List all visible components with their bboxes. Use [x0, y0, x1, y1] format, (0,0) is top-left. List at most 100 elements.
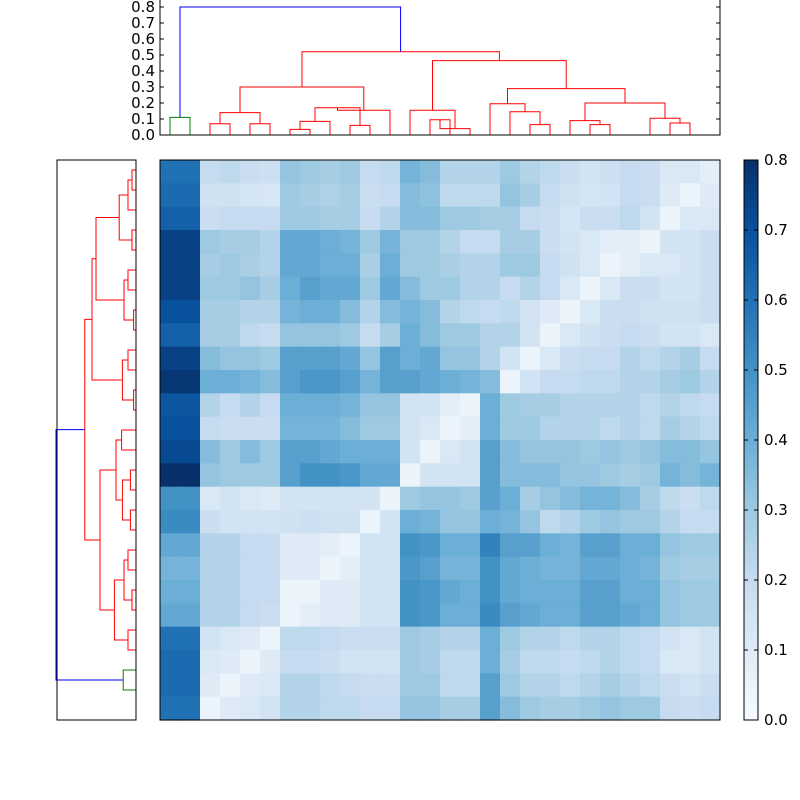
heatmap-cell — [600, 486, 621, 511]
top-dendrogram-tick-label: 0.5 — [131, 46, 155, 64]
heatmap-cell — [480, 556, 501, 581]
heatmap-cell — [360, 580, 381, 604]
heatmap-cell — [620, 463, 641, 488]
heatmap-cell — [160, 626, 181, 651]
heatmap-cell — [340, 230, 361, 254]
heatmap-cell — [280, 673, 301, 698]
heatmap-cell — [540, 346, 561, 371]
heatmap-cell — [320, 276, 341, 301]
heatmap-cell — [220, 626, 241, 651]
heatmap-cell — [280, 603, 301, 628]
heatmap-cell — [600, 160, 621, 184]
heatmap-cell — [440, 300, 461, 324]
heatmap-cell — [620, 486, 641, 511]
heatmap-cell — [560, 276, 581, 301]
heatmap-cell — [380, 276, 401, 301]
heatmap-cell — [700, 206, 721, 231]
heatmap-cell — [200, 626, 221, 651]
heatmap-cell — [340, 463, 361, 488]
heatmap-cell — [280, 463, 301, 488]
heatmap-cell — [400, 626, 421, 651]
heatmap-cell — [560, 323, 581, 348]
heatmap-cell — [620, 580, 641, 604]
heatmap-cell — [520, 696, 541, 721]
heatmap-cell — [700, 696, 721, 721]
heatmap-cell — [660, 253, 681, 278]
top-dendrogram-tick-label: 0.2 — [131, 94, 155, 112]
heatmap-cell — [300, 463, 321, 488]
heatmap-cell — [180, 673, 201, 698]
heatmap-cell — [300, 370, 321, 394]
heatmap-cell — [280, 253, 301, 278]
heatmap-cell — [500, 323, 521, 348]
heatmap-cell — [520, 510, 541, 534]
heatmap-cell — [700, 416, 721, 441]
heatmap-cell — [680, 160, 701, 184]
heatmap-cell — [540, 533, 561, 558]
heatmap-cell — [320, 253, 341, 278]
heatmap-cell — [640, 603, 661, 628]
heatmap-cell — [260, 626, 281, 651]
heatmap-cell — [160, 253, 181, 278]
heatmap-cell — [320, 696, 341, 721]
heatmap-cell — [360, 626, 381, 651]
heatmap-cell — [540, 650, 561, 674]
top-dendrogram-link — [179, 6, 402, 118]
heatmap-cell — [540, 696, 561, 721]
heatmap-cell — [580, 276, 601, 301]
heatmap-cell — [460, 276, 481, 301]
heatmap-cell — [580, 463, 601, 488]
heatmap-cell — [180, 370, 201, 394]
heatmap-cell — [420, 533, 441, 558]
heatmap-cell — [620, 650, 641, 674]
heatmap-cell — [660, 580, 681, 604]
heatmap-cell — [360, 253, 381, 278]
heatmap-cell — [480, 206, 501, 231]
colorbar-tick-label: 0.0 — [764, 711, 788, 729]
heatmap-cell — [440, 440, 461, 464]
heatmap-cell — [200, 486, 221, 511]
heatmap-cell — [420, 463, 441, 488]
heatmap-cell — [660, 626, 681, 651]
heatmap-cell — [440, 346, 461, 371]
heatmap-cell — [600, 370, 621, 394]
heatmap-cell — [220, 510, 241, 534]
heatmap-cell — [240, 416, 261, 441]
heatmap-cell — [280, 160, 301, 184]
heatmap-cell — [240, 346, 261, 371]
heatmap-cell — [700, 253, 721, 278]
heatmap-cell — [420, 440, 441, 464]
heatmap-cell — [280, 556, 301, 581]
heatmap-cell — [200, 510, 221, 534]
heatmap-cell — [220, 603, 241, 628]
heatmap-cell — [180, 556, 201, 581]
heatmap-cell — [580, 626, 601, 651]
heatmap-cell — [460, 486, 481, 511]
heatmap-cell — [240, 650, 261, 674]
heatmap-cell — [640, 160, 661, 184]
heatmap-cell — [660, 300, 681, 324]
heatmap-cell — [520, 276, 541, 301]
heatmap-cell — [320, 650, 341, 674]
heatmap-cell — [320, 346, 341, 371]
heatmap-cell — [600, 580, 621, 604]
heatmap-cell — [360, 276, 381, 301]
heatmap-cell — [560, 696, 581, 721]
heatmap-cell — [580, 346, 601, 371]
heatmap-cell — [380, 346, 401, 371]
heatmap-cell — [260, 206, 281, 231]
top-dendrogram-frame — [159, 0, 721, 136]
heatmap-cell — [560, 230, 581, 254]
heatmap-cell — [660, 510, 681, 534]
heatmap-cell — [200, 416, 221, 441]
heatmap-cell — [520, 603, 541, 628]
heatmap-cell — [380, 556, 401, 581]
heatmap-cell — [460, 603, 481, 628]
heatmap-cell — [420, 323, 441, 348]
heatmap-cell — [280, 346, 301, 371]
heatmap-cell — [620, 393, 641, 418]
heatmap-cell — [320, 323, 341, 348]
heatmap-cell — [560, 440, 581, 464]
colorbar-tick-label: 0.2 — [764, 571, 788, 589]
heatmap-cell — [460, 510, 481, 534]
